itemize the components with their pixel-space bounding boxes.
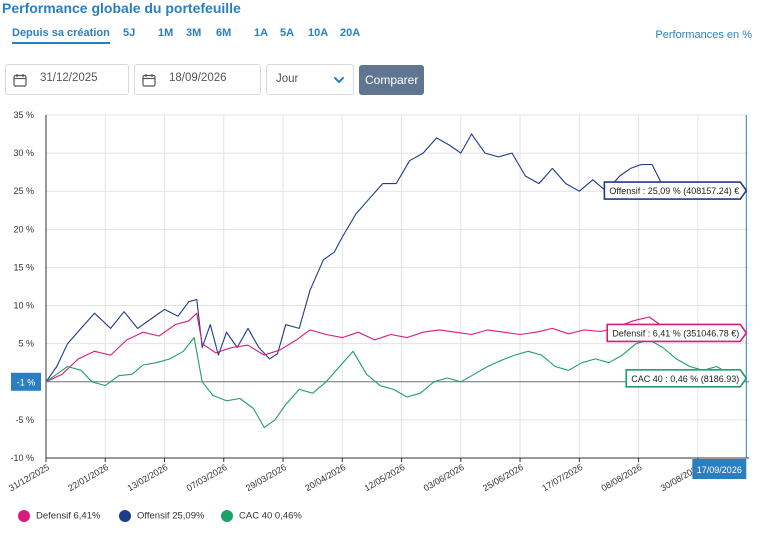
period-20a[interactable]: 20A: [340, 27, 361, 39]
chevron-down-icon[interactable]: [333, 73, 345, 91]
period-3m[interactable]: 3M: [186, 27, 202, 39]
legend-item-offensif[interactable]: Offensif 25,09%: [119, 510, 204, 522]
legend-dot-cac40: [221, 510, 233, 522]
x-tick-label: 31/12/2025: [7, 462, 51, 493]
y-tick-label: 20 %: [13, 224, 34, 234]
tooltip-text: CAC 40 : 0,46 % (8186.93): [631, 374, 739, 384]
x-highlight-label: 17/09/2026: [697, 465, 742, 475]
end-date-field[interactable]: [134, 64, 261, 95]
calendar-icon[interactable]: [6, 65, 34, 94]
y-tick-label: -10 %: [10, 453, 34, 463]
y-tick-label: 10 %: [13, 301, 34, 311]
y-tick-label: 5 %: [18, 339, 34, 349]
x-tick-label: 07/03/2026: [185, 462, 229, 493]
legend-item-defensif[interactable]: Defensif 6,41%: [18, 510, 100, 522]
period-5j[interactable]: 5J: [123, 27, 136, 39]
tooltip-box: [625, 368, 748, 388]
period-1m[interactable]: 1M: [158, 27, 174, 39]
x-tick-label: 25/06/2026: [481, 462, 525, 493]
y-tick-label: 30 %: [13, 148, 34, 158]
series-line-cac40: [45, 337, 747, 429]
tooltip-box: [603, 181, 748, 200]
legend-label: Offensif: [137, 510, 170, 522]
x-tick-label: 20/04/2026: [303, 462, 347, 493]
period-10a[interactable]: 10A: [308, 27, 329, 39]
y-tick-label: -5 %: [15, 415, 34, 425]
tooltip-defensif: Defensif : 6,41 % (351046.78 €): [606, 323, 748, 343]
legend-value: 6,41%: [73, 510, 101, 522]
start-date-field[interactable]: [5, 64, 129, 95]
x-highlight-badge: [692, 459, 747, 479]
y-tick-label: 15 %: [13, 262, 34, 272]
performance-chart[interactable]: 35 %30 %25 %20 %15 %10 %5 %0 %-5 %-10 %3…: [0, 108, 760, 508]
legend-dot-offensif: [119, 510, 131, 522]
x-tick-label: 29/03/2026: [244, 462, 288, 493]
y-highlight-label: -1 %: [17, 377, 36, 387]
y-tick-label: 25 %: [13, 186, 34, 196]
legend-dot-defensif: [18, 510, 30, 522]
page-title: Performance globale du portefeuille: [2, 0, 241, 16]
compare-button[interactable]: Comparer: [359, 65, 424, 95]
granularity-value: Jour: [276, 73, 299, 85]
tooltip-offensif: Offensif : 25,09 % (408157.24) €: [603, 181, 748, 200]
x-tick-label: 03/06/2026: [422, 462, 466, 493]
x-tick-label: 08/08/2026: [600, 462, 644, 493]
period-6m[interactable]: 6M: [216, 27, 232, 39]
x-tick-label: 13/02/2026: [126, 462, 170, 493]
period-5a[interactable]: 5A: [280, 27, 295, 39]
granularity-select[interactable]: Jour: [266, 64, 354, 95]
calendar-icon[interactable]: [135, 65, 163, 94]
legend-item-cac40[interactable]: CAC 40 0,46%: [221, 510, 302, 522]
y-highlight-badge: [11, 372, 41, 391]
tooltip-cac40: CAC 40 : 0,46 % (8186.93): [625, 368, 748, 388]
y-tick-label: 35 %: [13, 110, 34, 120]
start-date-input[interactable]: [38, 71, 122, 85]
period-since-creation[interactable]: Depuis sa création: [12, 27, 110, 44]
legend-value: 0,46%: [274, 510, 302, 522]
tooltip-box: [606, 323, 748, 343]
tooltip-text: Offensif : 25,09 % (408157.24) €: [609, 186, 739, 196]
x-tick-label: 12/05/2026: [363, 462, 407, 493]
legend-value: 25,09%: [172, 510, 205, 522]
legend-label: Defensif: [36, 510, 71, 522]
x-tick-label: 17/07/2026: [540, 462, 584, 493]
x-tick-label: 22/01/2026: [66, 462, 110, 493]
performance-unit-note: Performances en %: [655, 29, 752, 41]
tooltip-text: Defensif : 6,41 % (351046.78 €): [612, 328, 739, 338]
end-date-input[interactable]: [167, 71, 251, 85]
legend-label: CAC 40: [239, 510, 273, 522]
series-line-offensif: [45, 133, 747, 383]
period-1a[interactable]: 1A: [254, 27, 269, 39]
